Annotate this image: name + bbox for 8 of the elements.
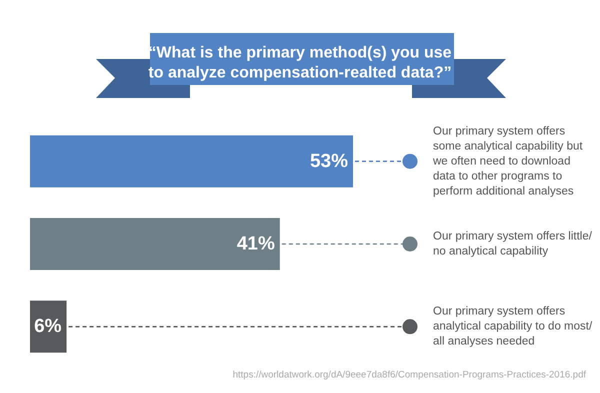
y-tick-label: Our primary system offers little/no analytical capability — [433, 230, 593, 258]
chart-title: “What is the primary method(s) you use to analyze compensation-realted data?” — [148, 44, 452, 82]
y-tick-label: Our primary system offers some analytical capability but we often need to download data to other programs to perform additional analyses — [432, 125, 586, 198]
data-label: 6% — [34, 316, 62, 338]
y-tick-label: Our primary system offers analytical capability to do most/all analyses needed — [433, 306, 593, 348]
data-label: 53% — [310, 150, 348, 172]
data-label: 41% — [236, 234, 275, 254]
text: https://worldatwork.org/dA/9eee7da8f6/Compensation-Programs-Practices-2016.pdf — [232, 370, 586, 380]
